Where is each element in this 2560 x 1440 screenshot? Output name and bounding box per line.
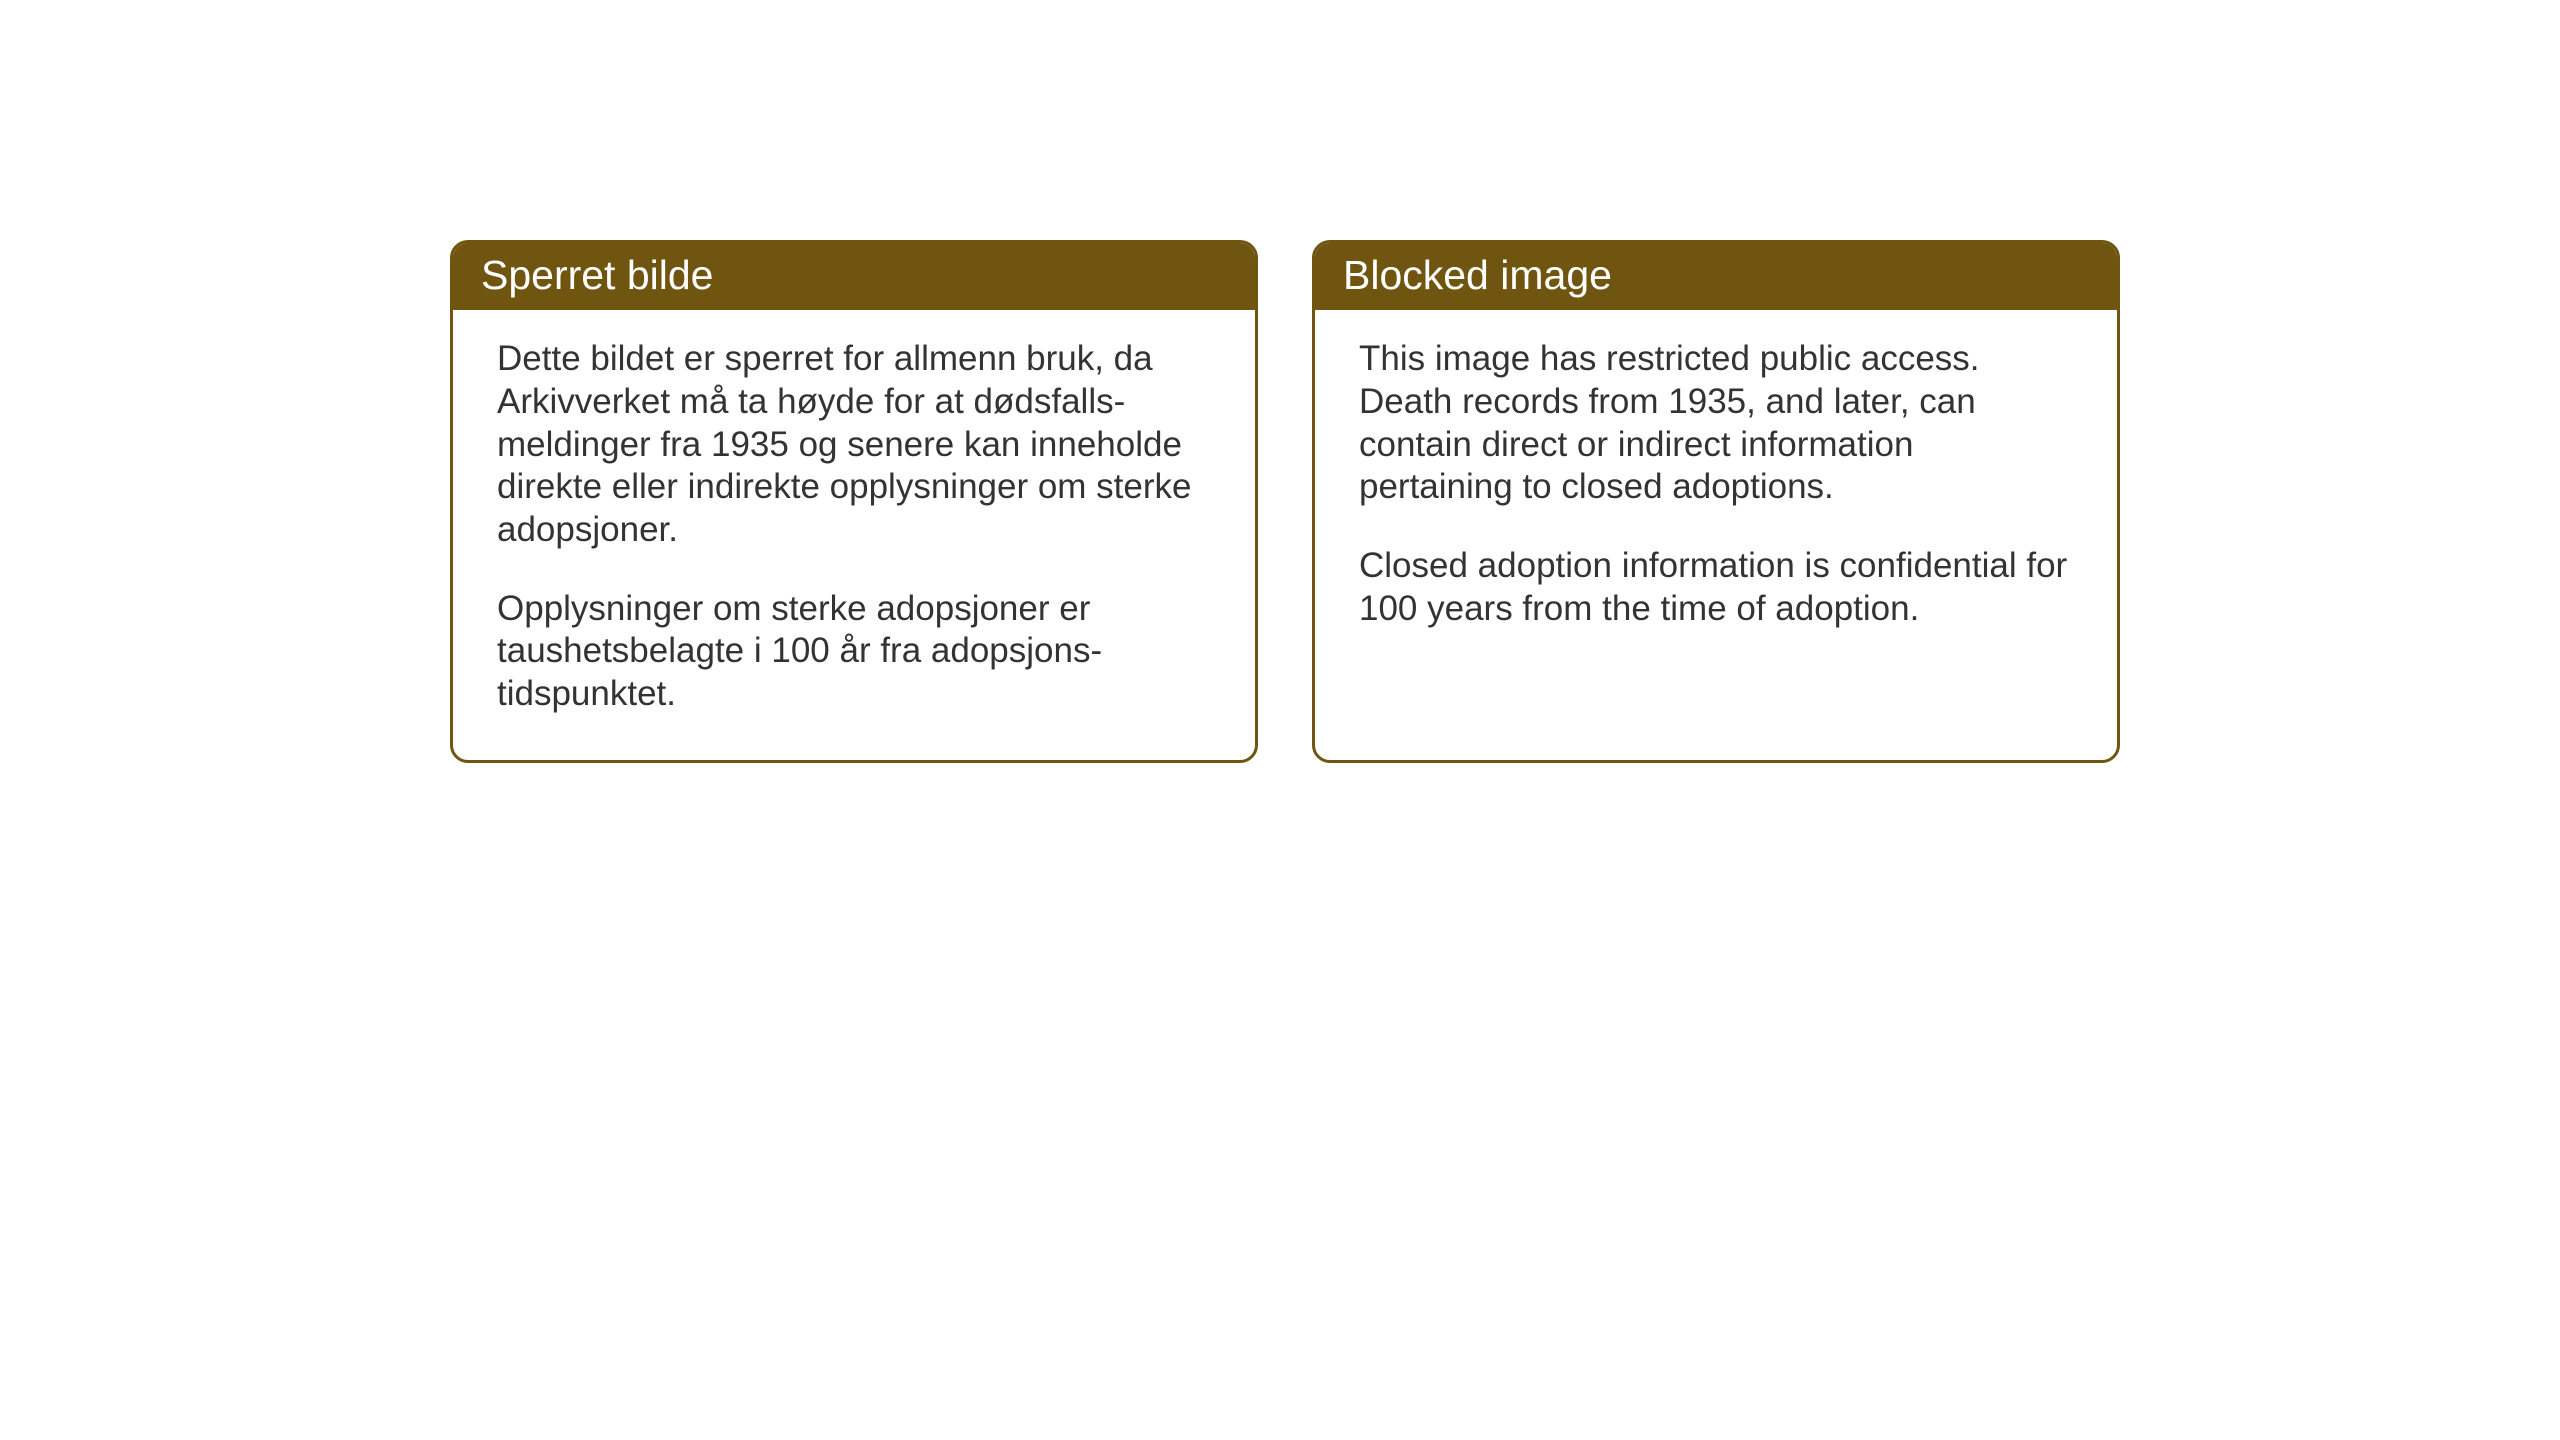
notice-container: Sperret bilde Dette bildet er sperret fo… [450,240,2120,763]
notice-card-english: Blocked image This image has restricted … [1312,240,2120,763]
card-paragraph-english-1: This image has restricted public access.… [1359,338,2073,509]
card-body-norwegian: Dette bildet er sperret for allmenn bruk… [453,310,1255,760]
card-header-english: Blocked image [1315,243,2117,310]
card-header-norwegian: Sperret bilde [453,243,1255,310]
card-paragraph-norwegian-2: Opplysninger om sterke adopsjoner er tau… [497,588,1211,716]
notice-card-norwegian: Sperret bilde Dette bildet er sperret fo… [450,240,1258,763]
card-body-english: This image has restricted public access.… [1315,310,2117,674]
card-paragraph-norwegian-1: Dette bildet er sperret for allmenn bruk… [497,338,1211,551]
card-title-english: Blocked image [1343,252,1612,298]
card-title-norwegian: Sperret bilde [481,252,713,298]
card-paragraph-english-2: Closed adoption information is confident… [1359,545,2073,630]
